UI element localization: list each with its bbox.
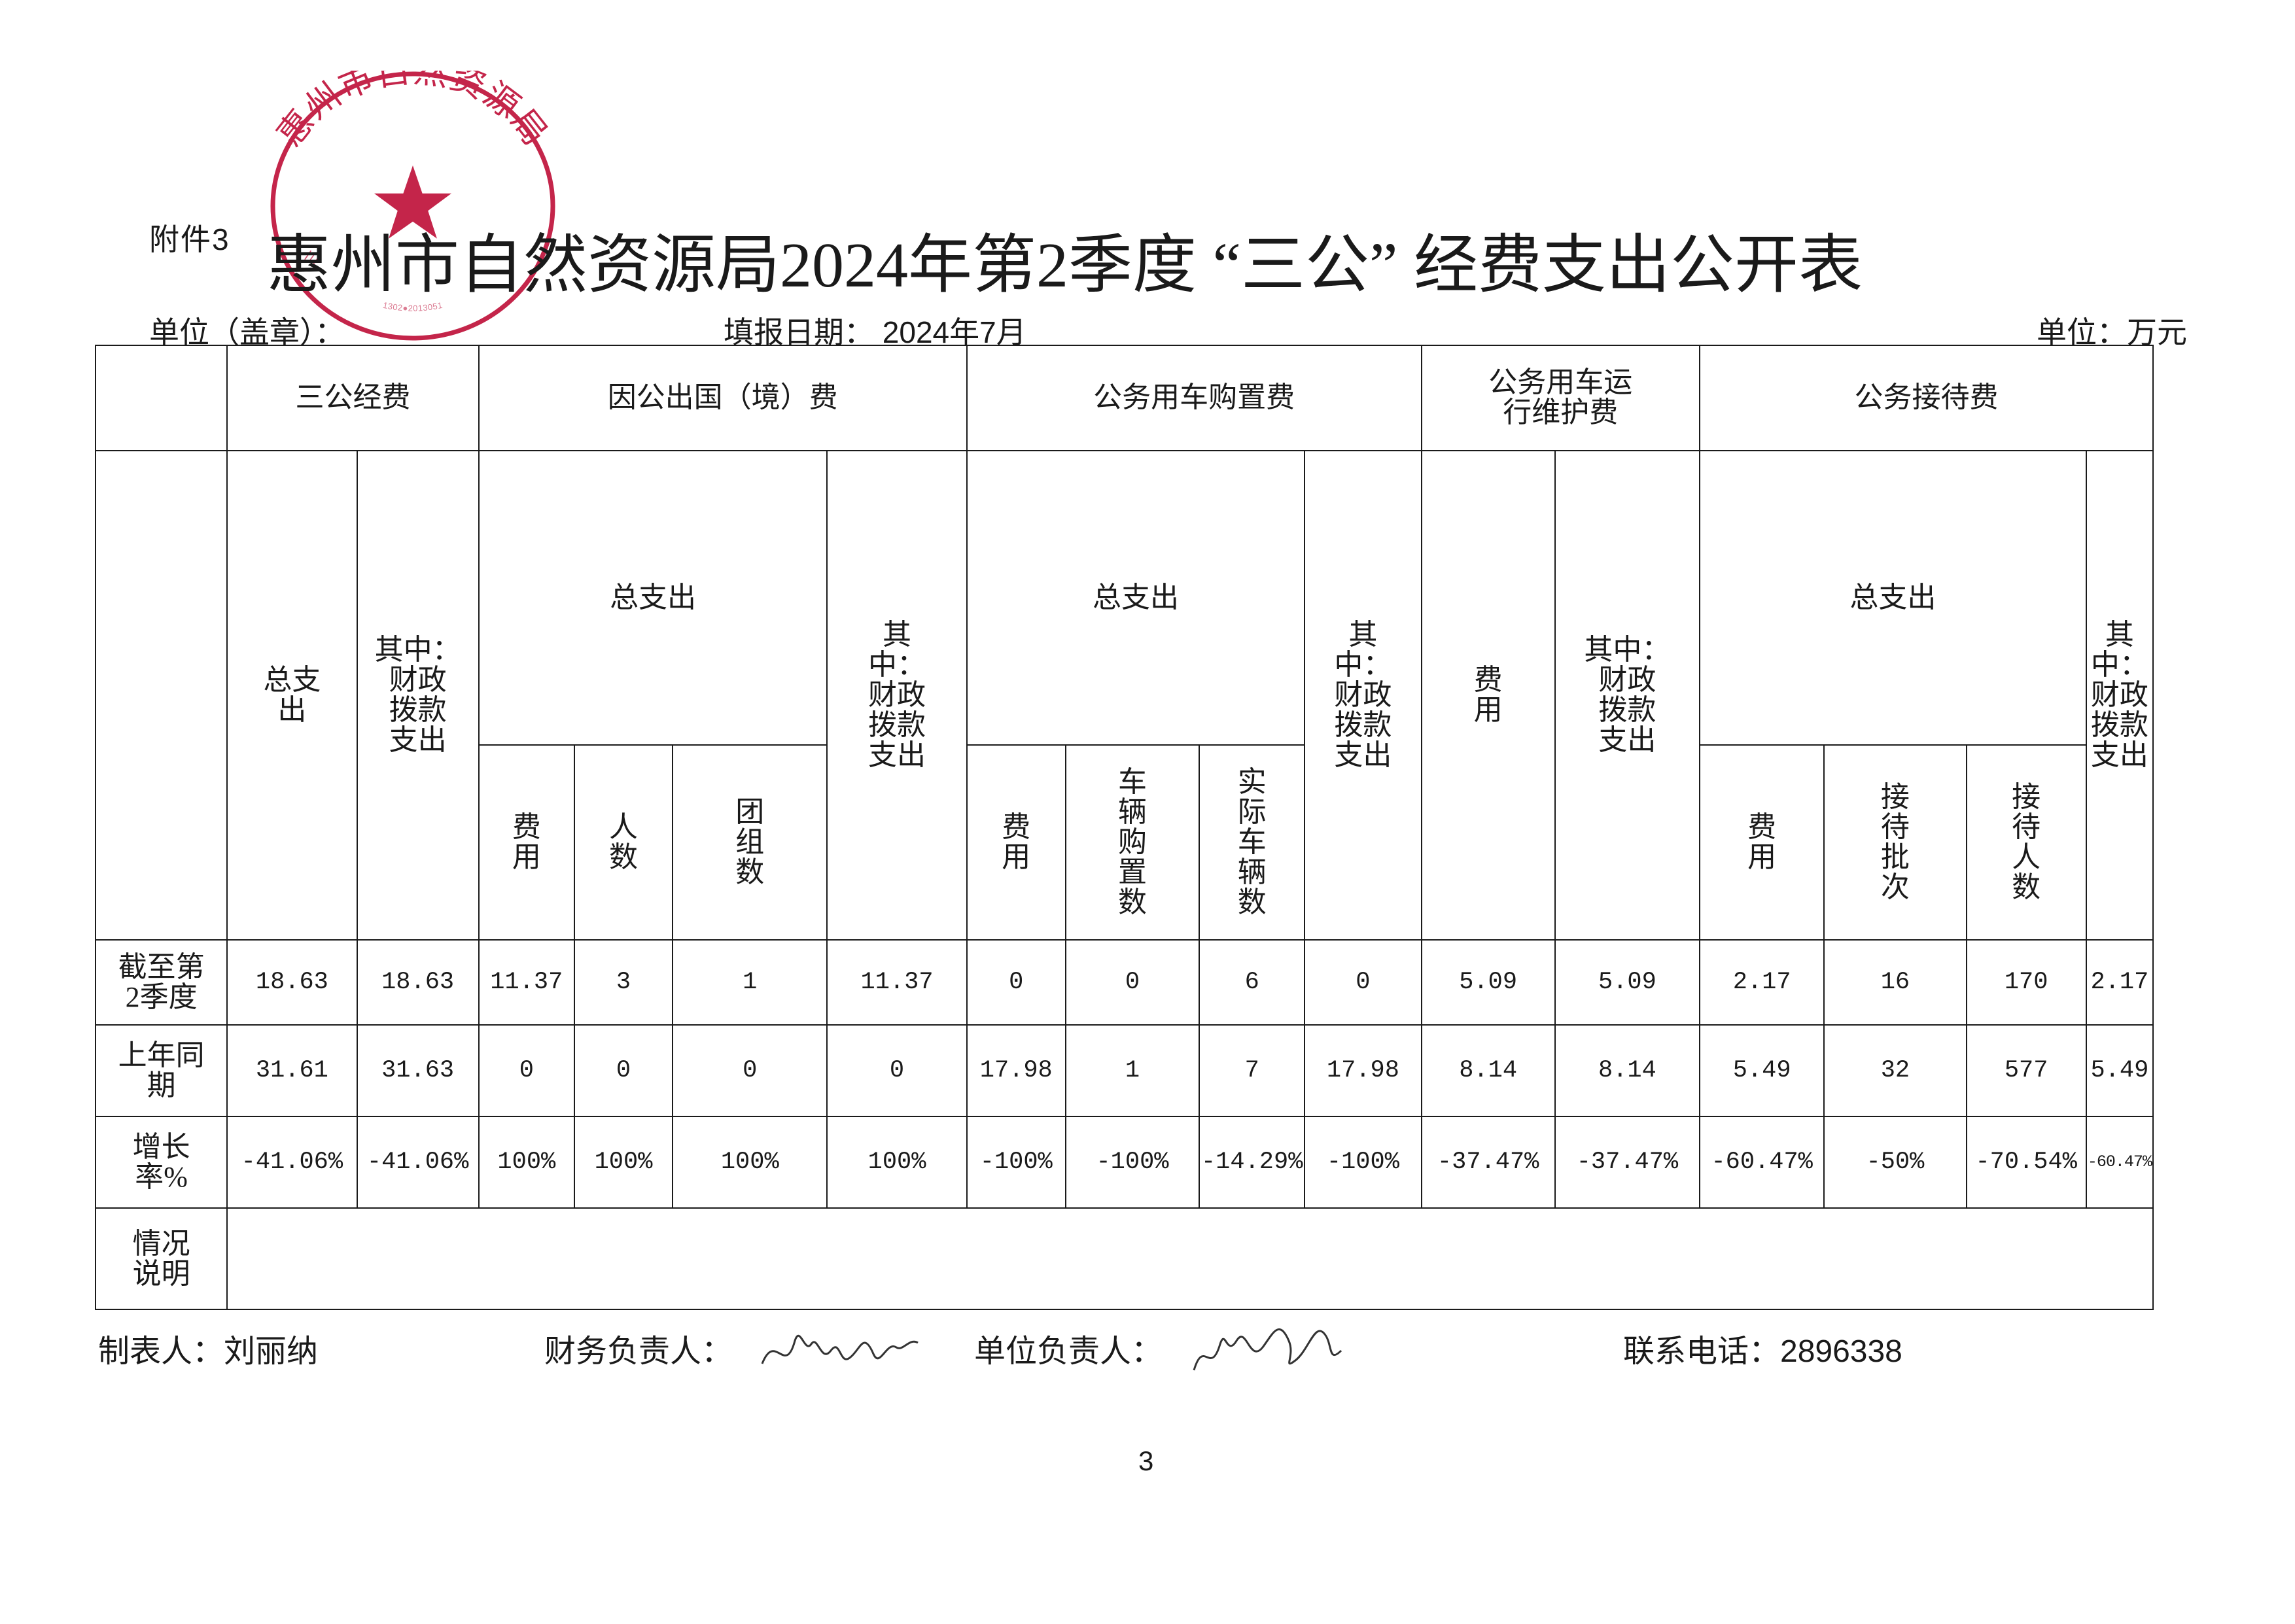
svg-text:惠州市自然资源局: 惠州市自然资源局 (271, 71, 555, 154)
